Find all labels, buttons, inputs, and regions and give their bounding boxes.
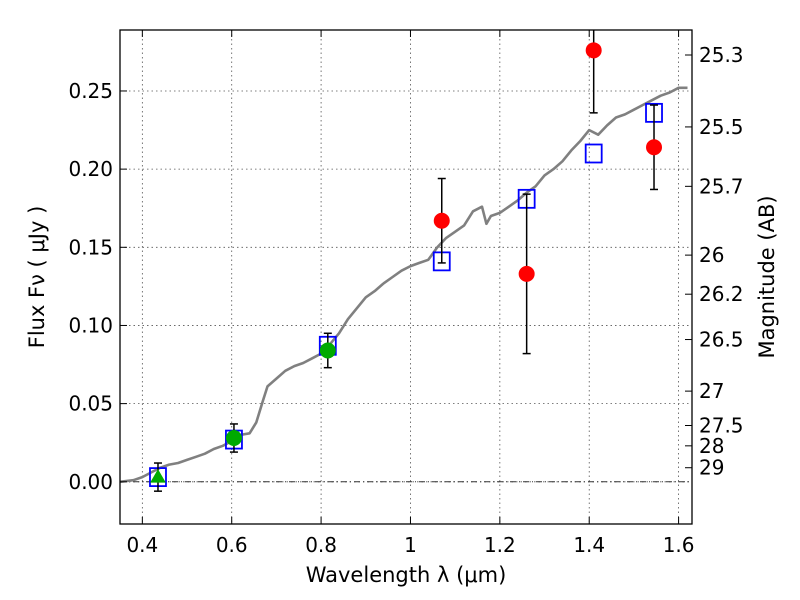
axis-ticks [120,30,692,524]
y-tick-label: 0.10 [68,313,113,337]
model-photometry-square [584,143,603,164]
magnitude-tick-label: 26.2 [699,282,744,306]
x-axis-label: Wavelength λ (μm) [306,563,507,587]
y2-axis-label: Magnitude (AB) [755,195,779,358]
y-tick-label: 0.15 [68,235,113,259]
flux-measurement-point [518,265,535,282]
x-tick-label: 1 [404,533,417,557]
model-spectrum-layer [119,86,688,484]
x-tick-label: 1.2 [484,533,516,557]
magnitude-tick-label: 25.7 [699,174,744,198]
flux-measurement-point [225,430,242,447]
plot-frame [119,29,693,525]
x-tick-label: 0.6 [216,533,248,557]
magnitude-tick-label: 28 [699,434,724,458]
magnitude-tick-label: 27 [699,379,724,403]
x-tick-label: 1.6 [663,533,695,557]
magnitude-tick-label: 27.5 [699,414,744,438]
y-tick-label: 0.25 [68,79,113,103]
y-tick-label: 0.00 [68,470,113,494]
flux-measurement-point [319,342,336,359]
magnitude-tick-label: 26.5 [699,328,744,352]
x-tick-label: 0.4 [126,533,158,557]
data-points-layer [149,30,663,492]
flux-measurement-point [585,42,602,59]
y-axis-label: Flux Fν ( μJy ) [25,206,49,349]
magnitude-tick-label: 26 [699,243,724,267]
tick-labels: 0.4 0.6 0.8 1 1.2 1.4 1.6 0.00 0.05 0.10 0.15 0.20 0… [68,43,743,557]
grid-lines [120,30,692,524]
magnitude-tick-label: 29 [699,456,724,480]
y-tick-label: 0.05 [68,392,113,416]
y-tick-label: 0.20 [68,157,113,181]
flux-measurement-point [433,212,450,229]
upper-limit-triangle [150,469,166,483]
magnitude-tick-label: 25.3 [699,43,744,67]
x-tick-label: 0.8 [305,533,337,557]
magnitude-tick-label: 25.5 [699,115,744,139]
x-tick-label: 1.4 [573,533,605,557]
model-spectrum-line [119,86,688,484]
flux-measurement-point [646,139,663,156]
